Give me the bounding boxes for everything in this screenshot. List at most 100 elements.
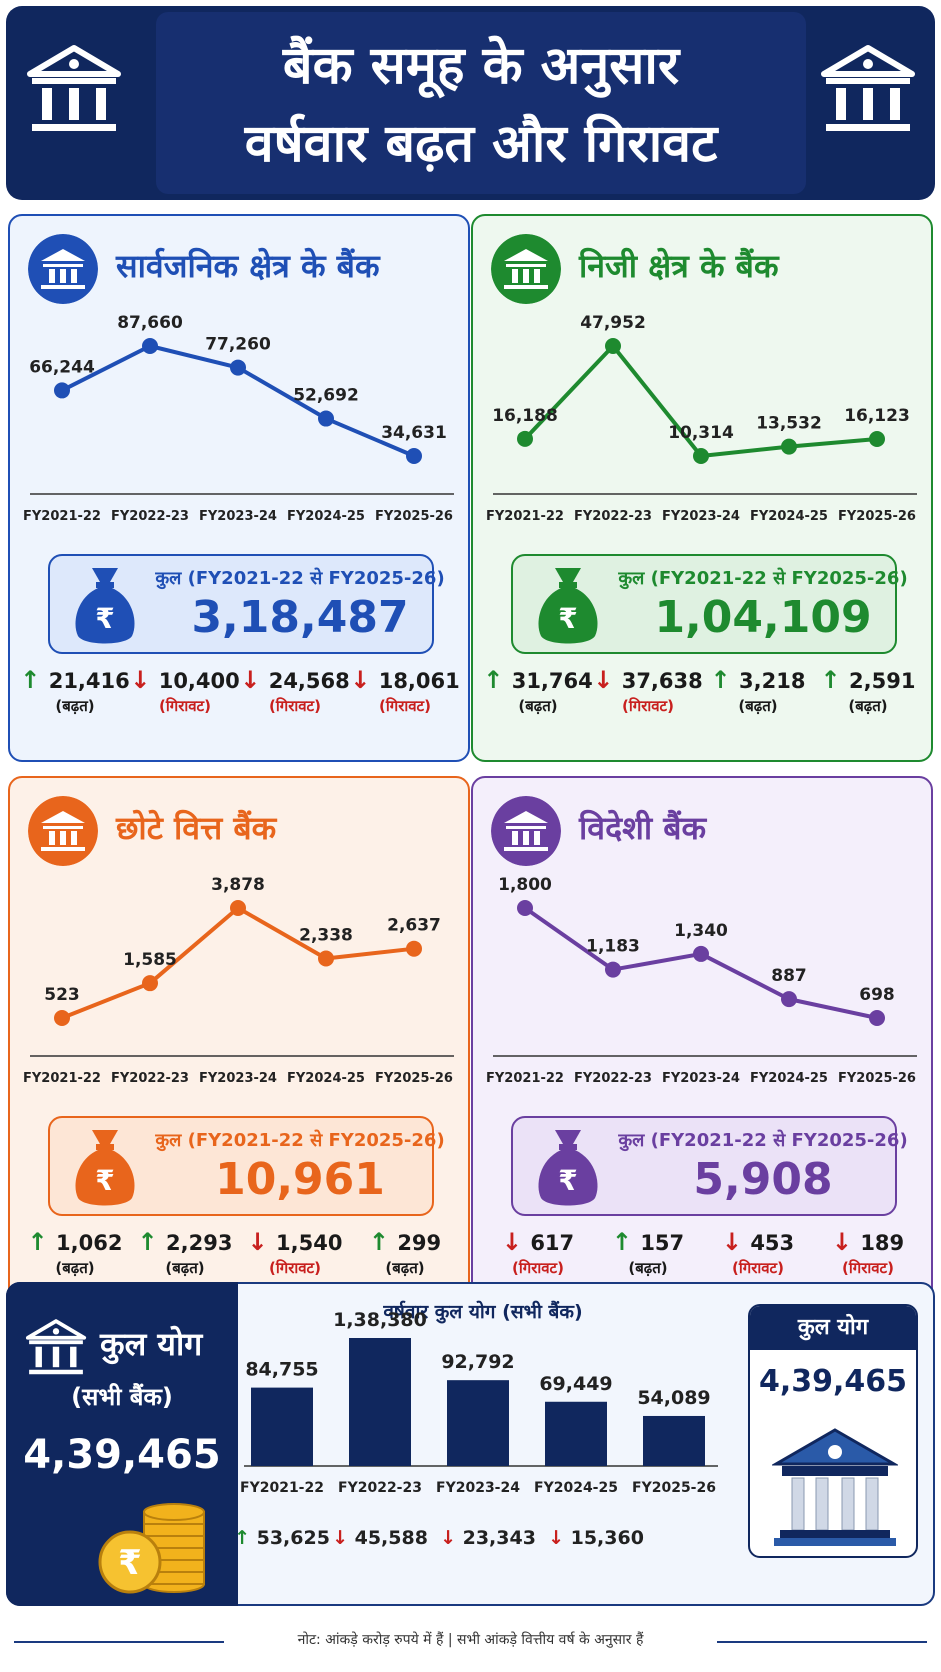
change-indicator: ↓ 453 (गिरावट) bbox=[703, 1228, 813, 1278]
total-card: कुल योग 4,39,465 bbox=[748, 1304, 918, 1558]
data-point bbox=[230, 900, 246, 916]
page-title-line1: बैंक समूह के अनुसार bbox=[282, 36, 680, 96]
total-label: कुल (FY2021-22 से FY2025-26) bbox=[155, 1130, 445, 1151]
change-indicator: ↑ 1,062 (बढ़त) bbox=[20, 1228, 130, 1278]
arrow-down-icon: ↓ bbox=[240, 666, 269, 694]
title-box bbox=[156, 12, 806, 194]
data-label: 698 bbox=[859, 985, 895, 1005]
bar bbox=[545, 1401, 607, 1466]
change-indicator: ↓ 18,061 (गिरावट) bbox=[350, 666, 460, 716]
panel-foreign: विदेशी बैंक 1,800 FY2021-22 1,183 FY2022-23 1… bbox=[471, 776, 933, 1324]
change-indicator: ↑ 31,764 (बढ़त) bbox=[483, 666, 593, 716]
total-box: ₹ कुल (FY2021-22 से FY2025-26) 3,18,487 bbox=[48, 554, 445, 654]
change-indicator: ↓ 617 (गिरावट) bbox=[483, 1228, 593, 1278]
change-indicator: ↑ 21,416 (बढ़त) bbox=[20, 666, 130, 716]
change-value: 18,061 bbox=[378, 669, 460, 693]
x-tick-label: FY2025-26 bbox=[838, 1071, 916, 1086]
change-label: (गिरावट) bbox=[379, 697, 431, 715]
x-tick-label: FY2023-24 bbox=[199, 1071, 277, 1086]
bar-value-label: 54,089 bbox=[637, 1387, 710, 1409]
arrow-up-icon: ↑ bbox=[483, 666, 512, 694]
change-value: 189 bbox=[860, 1231, 905, 1255]
data-point bbox=[517, 430, 533, 447]
change-value: 24,568 bbox=[268, 669, 350, 693]
money-bag-icon: ₹ bbox=[538, 1130, 598, 1206]
change-label: (बढ़त) bbox=[848, 697, 888, 715]
data-point bbox=[142, 338, 158, 354]
data-point bbox=[54, 382, 70, 399]
change-indicator: ↓ 1,540 (गिरावट) bbox=[240, 1228, 350, 1278]
bar-value-label: 84,755 bbox=[245, 1359, 318, 1381]
money-bag-icon: ₹ bbox=[538, 568, 598, 644]
change-value: 37,638 bbox=[621, 669, 703, 693]
footer-note-text: नोट: आंकड़े करोड़ रुपये में हैं | सभी आं… bbox=[297, 1632, 644, 1648]
footer-divider-left bbox=[14, 1641, 224, 1643]
bank-icon-left bbox=[27, 45, 121, 131]
panel-private-sector: निजी क्षेत्र के बैंक 16,188 FY2021-22 47,95… bbox=[471, 214, 933, 762]
data-label: 16,123 bbox=[844, 406, 910, 426]
arrow-down-icon: ↓ bbox=[247, 1228, 277, 1256]
rupee-symbol: ₹ bbox=[95, 602, 114, 635]
coins-icon: ₹ bbox=[98, 1503, 205, 1594]
total-change-indicator: ↓ 45,588 bbox=[332, 1527, 428, 1549]
x-tick-label: FY2023-24 bbox=[662, 509, 740, 524]
change-indicator: ↑ 3,218 (बढ़त) bbox=[703, 666, 813, 716]
data-label: 47,952 bbox=[580, 313, 646, 333]
data-point bbox=[869, 1010, 885, 1026]
change-value: 2,591 bbox=[849, 669, 916, 693]
change-value: 53,625 bbox=[257, 1527, 330, 1549]
bank-icon-glyph bbox=[41, 811, 85, 851]
change-indicator: ↓ 24,568 (गिरावट) bbox=[240, 666, 350, 716]
rupee-symbol: ₹ bbox=[558, 602, 577, 635]
arrow-up-icon: ↑ bbox=[234, 1527, 257, 1549]
total-change-indicator: ↓ 23,343 bbox=[440, 1527, 536, 1549]
change-value: 3,218 bbox=[739, 669, 806, 693]
arrow-down-icon: ↓ bbox=[350, 666, 379, 694]
panel-bank-icon bbox=[28, 796, 98, 866]
total-box: ₹ कुल (FY2021-22 से FY2025-26) 1,04,109 bbox=[511, 554, 908, 654]
arrow-down-icon: ↓ bbox=[130, 666, 159, 694]
total-value: 4,39,465 bbox=[23, 1432, 221, 1478]
total-value: 3,18,487 bbox=[191, 592, 409, 643]
data-label: 1,340 bbox=[674, 921, 728, 941]
change-indicator: ↓ 189 (गिरावट) bbox=[813, 1228, 923, 1278]
x-tick-label: FY2021-22 bbox=[23, 509, 101, 524]
data-point bbox=[781, 991, 797, 1008]
bank-icon-right bbox=[821, 45, 915, 131]
panel-bank-icon bbox=[491, 234, 561, 304]
line-chart: 66,244 FY2021-22 87,660 FY2022-23 77,260 FY20… bbox=[23, 313, 454, 524]
change-label: (बढ़त) bbox=[165, 1259, 205, 1277]
page-title-line2: वर्षवार बढ़त और गिरावट bbox=[244, 114, 718, 174]
bar bbox=[349, 1338, 411, 1466]
money-bag-icon: ₹ bbox=[75, 568, 135, 644]
x-tick-label: FY2023-24 bbox=[436, 1480, 520, 1496]
data-label: 13,532 bbox=[756, 414, 822, 434]
total-summary-panel: कुल योग (सभी बैंक) 4,39,465 ₹ bbox=[6, 1282, 238, 1606]
x-tick-label: FY2023-24 bbox=[662, 1071, 740, 1086]
rupee-symbol: ₹ bbox=[558, 1164, 577, 1197]
arrow-up-icon: ↑ bbox=[20, 666, 49, 694]
change-label: (बढ़त) bbox=[738, 697, 778, 715]
data-point bbox=[54, 1010, 70, 1026]
total-change-indicator: ↓ 15,360 bbox=[548, 1527, 644, 1549]
panel-title: सार्वजनिक क्षेत्र के बैंक bbox=[116, 247, 380, 285]
data-point bbox=[406, 448, 422, 464]
svg-text:₹: ₹ bbox=[118, 1543, 142, 1583]
arrow-up-icon: ↑ bbox=[611, 1228, 641, 1256]
arrow-up-icon: ↑ bbox=[368, 1228, 398, 1256]
data-label: 3,878 bbox=[211, 875, 265, 895]
change-value: 1,540 bbox=[276, 1231, 343, 1255]
data-point bbox=[693, 945, 709, 962]
x-tick-label: FY2021-22 bbox=[240, 1480, 324, 1496]
change-value: 2,293 bbox=[166, 1231, 233, 1255]
data-point bbox=[318, 950, 334, 967]
change-label: (गिरावट) bbox=[159, 697, 211, 715]
change-value: 453 bbox=[750, 1231, 795, 1255]
data-point bbox=[230, 359, 246, 376]
x-tick-label: FY2021-22 bbox=[486, 509, 564, 524]
change-label: (गिरावट) bbox=[512, 1259, 564, 1277]
x-tick-label: FY2025-26 bbox=[375, 1071, 453, 1086]
x-tick-label: FY2024-25 bbox=[287, 1071, 365, 1086]
change-indicator: ↑ 2,591 (बढ़त) bbox=[813, 666, 923, 716]
data-label: 77,260 bbox=[205, 335, 271, 355]
